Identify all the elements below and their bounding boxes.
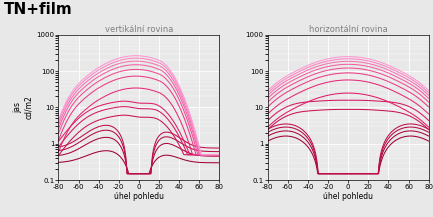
Text: TN+film: TN+film: [4, 2, 73, 17]
X-axis label: úhel pohledu: úhel pohledu: [114, 192, 164, 201]
X-axis label: úhel pohledu: úhel pohledu: [323, 192, 373, 201]
Title: horizontální rovina: horizontální rovina: [309, 25, 388, 34]
Title: vertikální rovina: vertikální rovina: [105, 25, 173, 34]
Y-axis label: jas
cd/m2: jas cd/m2: [13, 95, 33, 119]
